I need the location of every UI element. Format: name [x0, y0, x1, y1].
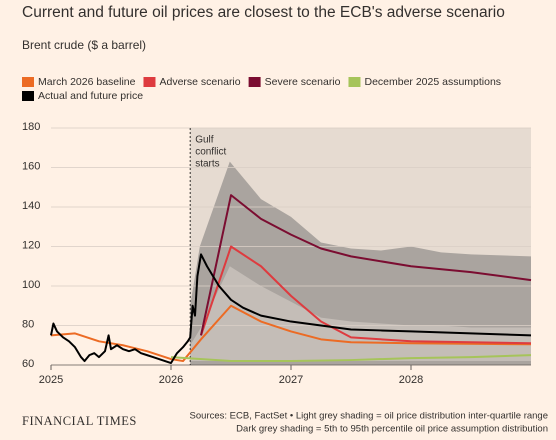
source: Dark grey shading = 5th to 95th percenti…	[236, 424, 548, 435]
x-tick-label: 2027	[279, 374, 303, 386]
y-tick-label: 60	[22, 358, 34, 370]
y-tick-label: 80	[22, 318, 34, 330]
annotation: conflict	[195, 147, 226, 158]
series-line	[50, 253, 532, 365]
y-tick-label: 140	[22, 200, 40, 212]
annotation: Gulf	[195, 135, 214, 146]
legend-swatch	[248, 77, 261, 87]
legend-swatch	[22, 91, 34, 101]
y-tick-label: 120	[22, 239, 40, 251]
x-tick-label: 2025	[39, 374, 63, 386]
brand: FINANCIAL TIMES	[22, 414, 137, 428]
annotation: starts	[195, 159, 219, 170]
legend-label: Actual and future price	[38, 90, 143, 102]
legend-label: Adverse scenario	[159, 76, 240, 88]
y-tick-label: 180	[22, 121, 40, 133]
x-tick-label: 2026	[159, 374, 183, 386]
legend-label: December 2025 assumptions	[364, 76, 501, 88]
chart-title: Current and future oil prices are closes…	[22, 4, 505, 21]
series-line	[200, 194, 532, 336]
x-tick-label: 2028	[399, 374, 423, 386]
y-tick-label: 100	[22, 279, 40, 291]
legend-label: Severe scenario	[265, 76, 341, 88]
y-tick-label: 160	[22, 160, 40, 172]
legend-label: March 2026 baseline	[38, 76, 136, 88]
source: Sources: ECB, FactSet • Light grey shadi…	[190, 411, 548, 422]
series-line	[170, 354, 532, 363]
series-line	[200, 245, 532, 345]
chart-subtitle: Brent crude ($ a barrel)	[22, 38, 146, 52]
legend-swatch	[22, 77, 34, 87]
legend-swatch	[143, 77, 156, 87]
band	[190, 266, 531, 362]
legend-swatch	[348, 77, 361, 87]
